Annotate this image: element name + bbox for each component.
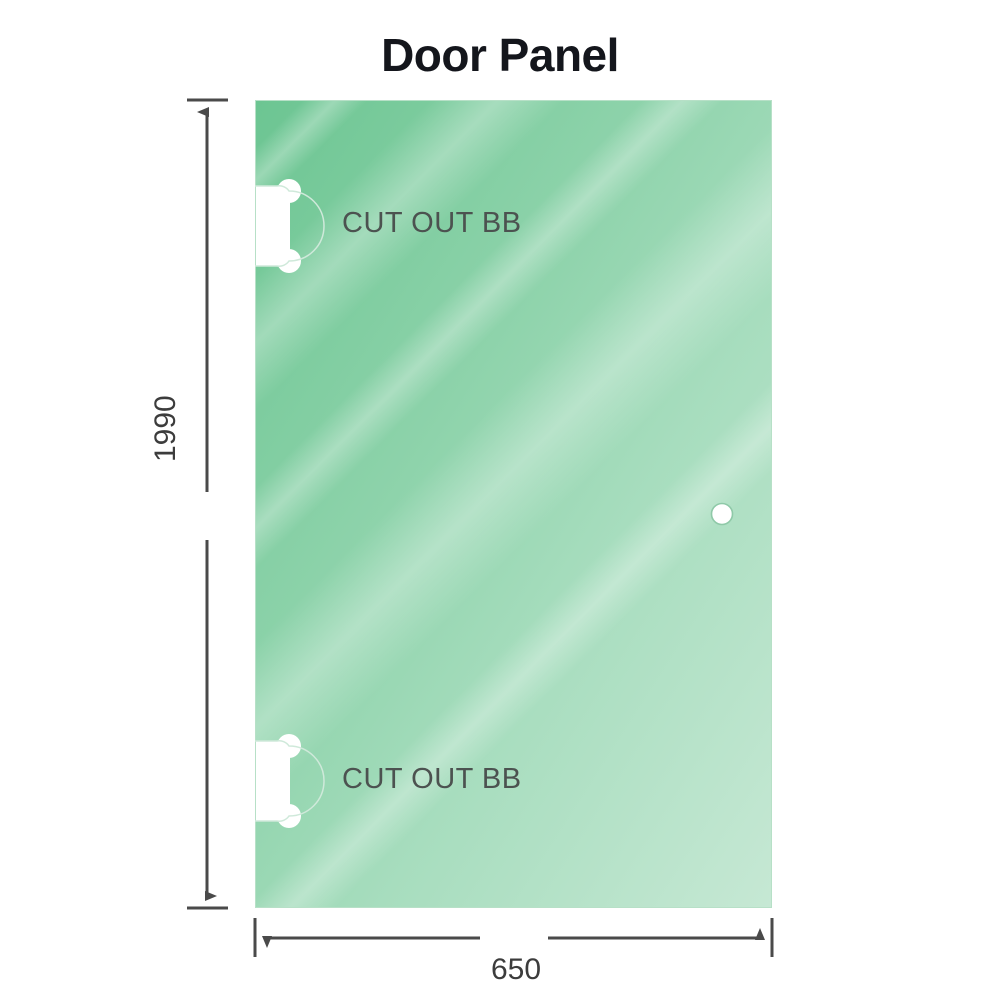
panel-outline bbox=[255, 100, 772, 908]
horizontal-dimension bbox=[253, 918, 774, 957]
door-panel-graphic bbox=[255, 100, 772, 908]
drawing-title: Door Panel bbox=[381, 29, 619, 81]
cut-out-top-edge bbox=[255, 185, 325, 267]
handle-hole-icon bbox=[710, 502, 734, 526]
vertical-dimension-label: 1990 bbox=[149, 395, 182, 462]
cut-out-bottom-edge bbox=[255, 740, 325, 822]
horizontal-dimension-label: 650 bbox=[490, 953, 542, 986]
cut-out-top-label: CUT OUT BB bbox=[342, 207, 522, 239]
door-panel-svg bbox=[255, 100, 772, 908]
vertical-dimension bbox=[187, 98, 228, 910]
cut-out-bottom-label: CUT OUT BB bbox=[342, 763, 522, 795]
panel-shine-streaks bbox=[255, 100, 772, 908]
